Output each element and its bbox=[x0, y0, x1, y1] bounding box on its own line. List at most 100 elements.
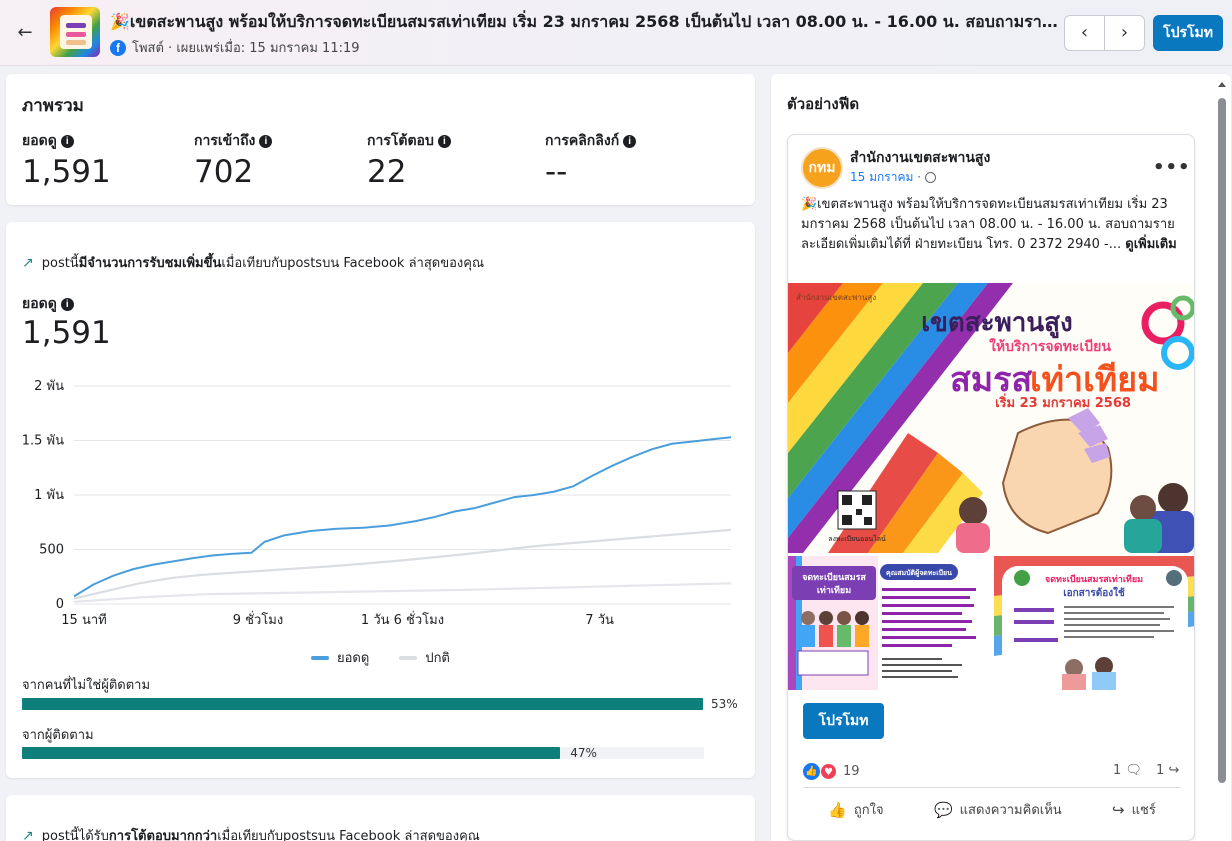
see-more-link[interactable]: ดูเพิ่มเติม bbox=[1125, 237, 1177, 252]
headline-bold: การโต้ตอบมากกว่า bbox=[108, 829, 218, 841]
scrollbar-thumb[interactable] bbox=[1218, 98, 1226, 783]
post-body: 🎉เขตสะพานสูง พร้อมให้บริการจดทะเบียนสมรส… bbox=[801, 195, 1185, 255]
post-meta-text: โพสต์ · เผยแพร่เมื่อ: 15 มกราคม 11:19 bbox=[132, 41, 360, 56]
share-label: แชร์ bbox=[1131, 803, 1156, 818]
engagement-counts: 1 🗨 1 ↪ bbox=[1113, 763, 1179, 778]
post-hero-image[interactable]: สำนักงานเขตสะพานสูง เขตสะพานสูง ให้บริกา… bbox=[788, 283, 1194, 553]
page-name[interactable]: สำนักงานเขตสะพานสูง bbox=[850, 150, 991, 166]
overview-card: ภาพรวม ยอดดู i 1,591 การเข้าถึง i 702 การโ… bbox=[6, 74, 755, 205]
post-date: 15 มกราคม · bbox=[850, 168, 937, 187]
sub-left-card-title: คุณสมบัติผู้จดทะเบียน bbox=[886, 568, 952, 578]
like-icon: 👍 bbox=[828, 800, 847, 819]
post-title: 🎉เขตสะพานสูง พร้อมให้บริการจดทะเบียนสมรส… bbox=[110, 12, 1060, 31]
legend-label: ยอดดู bbox=[337, 651, 370, 666]
share-button[interactable]: ↪ แชร์ bbox=[1112, 799, 1156, 820]
like-reaction-icon: 👍 bbox=[803, 763, 820, 780]
actions-divider bbox=[803, 787, 1181, 788]
x-tick-label: 9 ชั่วโมง bbox=[233, 611, 283, 628]
trend-up-icon: ↗ bbox=[22, 827, 34, 841]
sub-right-title1: จดทะเบียนสมรสเท่าเทียม bbox=[1045, 574, 1143, 585]
y-tick-label: 2 พัน bbox=[34, 379, 64, 394]
trend-up-icon: ↗ bbox=[22, 254, 34, 271]
next-post-button[interactable]: › bbox=[1104, 16, 1144, 50]
headline-prefix: postนี้ได้รับ bbox=[41, 829, 109, 841]
legend-swatch bbox=[399, 655, 418, 660]
share-count-icon: ↪ bbox=[1168, 763, 1180, 778]
non-follower-label: จากคนที่ไม่ใช่ผู้ติดตาม bbox=[22, 678, 151, 693]
post-image-documents[interactable]: จดทะเบียนสมรสเท่าเทียม เอกสารต้องใช้ bbox=[994, 556, 1194, 690]
non-follower-percent: 53% bbox=[711, 697, 738, 711]
post-navigation: ‹ › bbox=[1064, 15, 1145, 51]
overview-title: ภาพรวม bbox=[22, 96, 84, 116]
back-button[interactable]: ← bbox=[12, 20, 38, 46]
metric-link-clicks: การคลิกลิงก์ i -- bbox=[545, 130, 637, 190]
follower-bar-fill bbox=[22, 747, 561, 759]
page-avatar[interactable]: กทม bbox=[801, 147, 843, 189]
metric-reach: การเข้าถึง i 702 bbox=[194, 130, 273, 190]
hero-line3a: สมรส bbox=[950, 360, 1032, 400]
info-icon[interactable]: i bbox=[60, 297, 74, 311]
views-line-chart: 0 500 1 พัน 1.5 พัน 2 พัน 15 นาที 9 ชั่วโมง 1 ว… bbox=[22, 379, 732, 628]
preview-promote-button[interactable]: โปรโมท bbox=[803, 703, 884, 739]
sub-left-title1: จดทะเบียนสมรส bbox=[802, 572, 866, 583]
like-button[interactable]: 👍 ถูกใจ bbox=[828, 799, 883, 820]
views-label-text: ยอดดู bbox=[22, 296, 57, 312]
post-image-requirements[interactable]: จดทะเบียนสมรส เท่าเทียม คุณสมบัติผู้จดทะ… bbox=[788, 556, 992, 690]
info-icon[interactable]: i bbox=[437, 134, 451, 148]
globe-icon bbox=[925, 172, 937, 183]
metric-label: การโต้ตอบ bbox=[367, 133, 434, 149]
series-line bbox=[73, 436, 732, 598]
legend-item-views[interactable]: ยอดดู bbox=[311, 647, 369, 668]
metric-label: ยอดดู bbox=[22, 133, 57, 149]
follower-percent: 47% bbox=[570, 746, 597, 760]
metric-label: การเข้าถึง bbox=[194, 133, 256, 149]
metric-engagement: การโต้ตอบ i 22 bbox=[367, 130, 451, 190]
comment-icon: 💬 bbox=[933, 800, 953, 819]
y-tick-label: 1.5 พัน bbox=[22, 434, 64, 449]
previous-post-button[interactable]: ‹ bbox=[1065, 16, 1104, 50]
y-tick-label: 500 bbox=[39, 543, 64, 558]
metric-value: 22 bbox=[367, 154, 407, 190]
views-growth-card: ↗ postนี้มีจำนวนการรับชมเพิ่มขึ้นเมื่อเท… bbox=[6, 222, 755, 778]
comment-button[interactable]: 💬 แสดงความคิดเห็น bbox=[934, 799, 1062, 820]
legend-item-typical[interactable]: ปกติ bbox=[399, 647, 450, 668]
facebook-icon: f bbox=[110, 39, 126, 56]
y-tick-label: 1 พัน bbox=[34, 488, 64, 503]
chevron-right-icon: › bbox=[1120, 22, 1129, 43]
promote-button[interactable]: โปรโมท bbox=[1153, 15, 1223, 51]
comment-count-icon: 🗨 bbox=[1125, 763, 1142, 778]
metric-views: ยอดดู i 1,591 bbox=[22, 130, 111, 190]
x-tick-label: 15 นาที bbox=[61, 612, 106, 628]
preview-scrollbar[interactable] bbox=[1216, 80, 1228, 841]
x-tick-label: 1 วัน 6 ชั่วโมง bbox=[361, 611, 444, 628]
comment-count[interactable]: 1 🗨 bbox=[1113, 763, 1142, 778]
hero-line3b: เท่าเทียม bbox=[1030, 360, 1160, 400]
scroll-up-icon[interactable] bbox=[1218, 82, 1226, 87]
legend-label: ปกติ bbox=[425, 651, 450, 666]
share-count[interactable]: 1 ↪ bbox=[1156, 763, 1179, 778]
post-actions: 👍 ถูกใจ 💬 แสดงความคิดเห็น ↪ แชร์ bbox=[803, 799, 1181, 820]
non-follower-bar-fill bbox=[22, 698, 703, 710]
info-icon[interactable]: i bbox=[259, 134, 273, 148]
info-icon[interactable]: i bbox=[623, 134, 637, 148]
legend-swatch bbox=[311, 655, 329, 660]
share-count-value: 1 bbox=[1155, 763, 1165, 778]
qr-caption: ลงทะเบียนออนไลน์ bbox=[828, 534, 886, 543]
post-date-text[interactable]: 15 มกราคม · bbox=[850, 170, 922, 184]
more-options-icon[interactable]: ••• bbox=[1153, 157, 1191, 178]
non-follower-bar bbox=[22, 698, 704, 710]
y-tick-label: 0 bbox=[56, 597, 64, 612]
headline-bold: มีจำนวนการรับชมเพิ่มขึ้น bbox=[78, 256, 222, 271]
info-icon[interactable]: i bbox=[60, 134, 74, 148]
follower-label: จากผู้ติดตาม bbox=[22, 728, 94, 743]
headline-suffix: เมื่อเทียบกับpostsบน Facebook ล่าสุดของค… bbox=[217, 829, 480, 841]
views-label: ยอดดู i bbox=[22, 293, 74, 315]
views-value: 1,591 bbox=[22, 315, 111, 351]
post-header: ← 🎉เขตสะพานสูง พร้อมให้บริการจดทะเบียนสม… bbox=[0, 0, 1232, 66]
metric-value: 702 bbox=[194, 154, 254, 190]
sub-right-title2: เอกสารต้องใช้ bbox=[1063, 586, 1125, 599]
metric-label: การคลิกลิงก์ bbox=[545, 133, 620, 149]
metric-value: -- bbox=[545, 154, 568, 190]
reaction-summary[interactable]: 👍 ♥ 19 bbox=[803, 763, 860, 780]
love-reaction-icon: ♥ bbox=[820, 763, 837, 780]
